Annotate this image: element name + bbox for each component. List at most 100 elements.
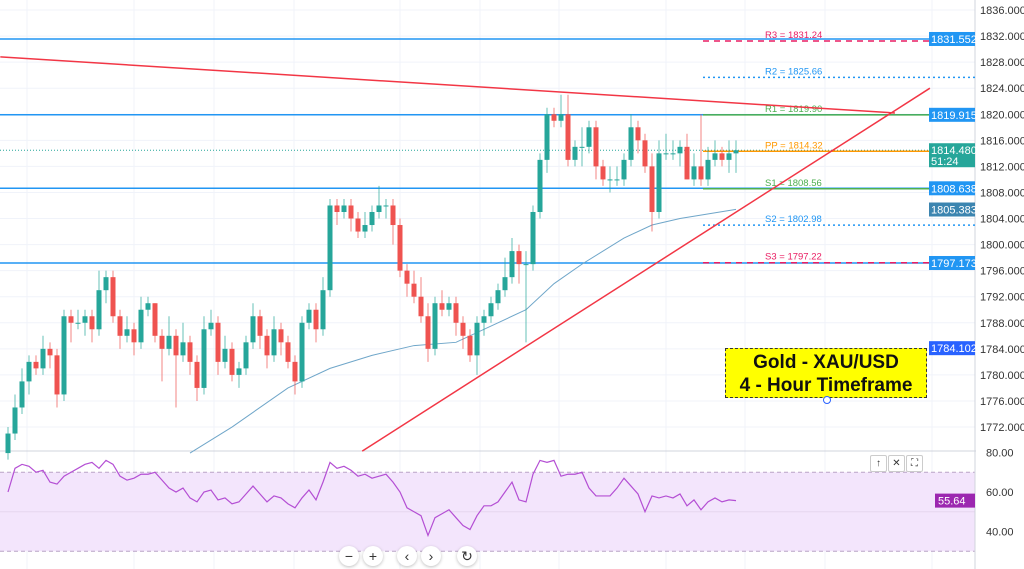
candle [642,133,648,173]
candle [26,355,32,395]
price-axis-label: 1820.000 [980,109,1024,121]
candle [523,251,529,343]
candle [131,322,137,356]
rsi-axis-label: 60.00 [986,487,1014,499]
scroll-left-button[interactable]: ‹ [397,546,417,566]
candle-body [285,342,291,362]
candle [397,218,403,278]
rsi-axis-label: 80.00 [986,448,1014,460]
rsi-axis-label: 40.00 [986,527,1014,539]
price-badge-value: 1831.552 [931,34,977,46]
title-line-2: 4 - Hour Timeframe [739,375,913,396]
candle-body [432,303,438,349]
candle-body [649,166,655,212]
candle [313,303,319,343]
candle-body [474,322,480,356]
candle-body [712,153,718,160]
price-badge-value: 1805.383 [931,205,977,217]
candle [684,133,690,180]
price-badge [929,341,975,356]
candle-body [523,264,529,266]
candle-body [96,290,102,330]
candle-body [110,277,116,317]
candle [439,290,445,317]
candle-body [530,211,536,265]
candle-body [411,283,417,297]
candle [334,198,340,226]
chart-title-annotation[interactable]: Gold - XAU/USD 4 - Hour Timeframe [725,348,927,398]
reset-chart-button[interactable]: ↻ [457,546,477,566]
maximize-pane-button[interactable]: ⛶ [906,455,923,472]
close-pane-button[interactable]: ✕ [888,455,905,472]
candle [159,329,165,382]
candle-body [278,329,284,343]
price-badge-value: 1797.173 [931,258,977,270]
candle [670,140,676,160]
candle [96,270,102,336]
candle [635,120,641,154]
candle [215,316,221,375]
candle-body [68,316,74,323]
candle-body [509,251,515,278]
candle [145,296,151,317]
candle [558,94,564,128]
candle-body [698,166,704,180]
candle-body [719,153,725,160]
candle-body [586,127,592,147]
rsi-line [7,459,737,538]
scroll-right-button[interactable]: › [421,546,441,566]
candle-body [663,153,669,155]
candle [425,303,431,362]
candle-body [593,127,599,167]
pivot-label: R1 = 1819.90 [765,104,822,115]
price-badge [929,255,975,270]
candle-body [12,407,18,434]
price-badge-value: 1808.638 [931,183,977,195]
candle [719,146,725,167]
price-badge-value: 1784.102 [931,343,977,355]
candle-body [40,348,46,369]
candle [33,355,39,375]
candle-body [222,348,228,362]
candle-body [33,361,39,369]
candle [411,270,417,304]
zoom-in-button[interactable]: + [363,546,383,566]
candle [264,329,270,369]
candle-body [677,146,683,154]
candle [19,368,25,414]
candle [89,309,95,343]
candle-body [208,322,214,330]
candle [54,348,60,408]
candle-body [194,361,200,388]
candle [607,166,613,193]
candle-body [558,114,564,121]
candle [551,107,557,128]
candle [621,153,627,186]
zoom-out-button[interactable]: − [339,546,359,566]
candle [271,316,277,362]
pivot-label: S2 = 1802.98 [765,214,822,225]
candle [222,335,228,369]
candle-body [551,114,557,121]
candle [327,198,333,297]
candle [691,153,697,186]
candle-body [243,342,249,369]
candle [229,342,235,382]
candle [628,114,634,167]
candle-body [215,322,221,362]
candle [467,329,473,362]
candle [649,153,655,232]
candle [656,140,662,219]
candle-body [425,316,431,349]
candle-body [418,296,424,317]
price-axis-label: 1808.000 [980,187,1024,199]
annotation-handle[interactable] [823,396,831,404]
candle [82,309,88,336]
move-pane-up-button[interactable]: ↑ [870,455,887,472]
candle [250,303,256,349]
candle-body [26,361,32,382]
price-axis-label: 1804.000 [980,214,1024,226]
candle [341,198,347,219]
candle-body [635,127,641,141]
